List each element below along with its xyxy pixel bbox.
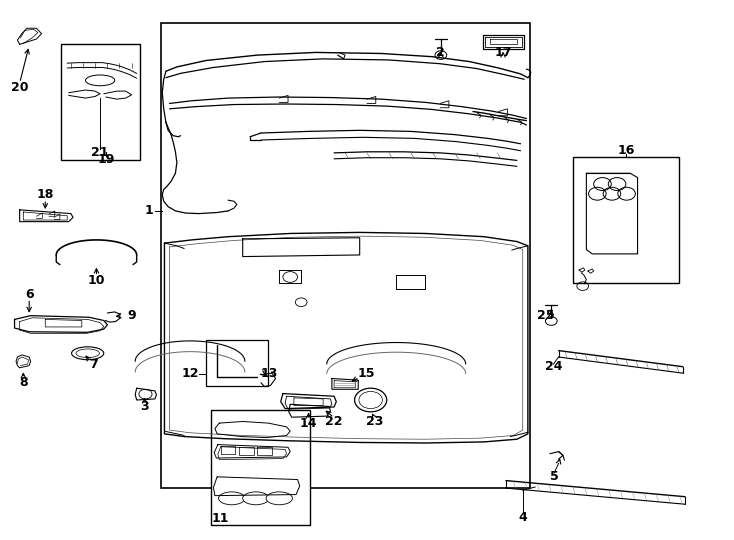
Ellipse shape bbox=[76, 349, 99, 357]
Text: 7: 7 bbox=[89, 357, 98, 370]
Text: 13: 13 bbox=[261, 367, 278, 380]
Text: 25: 25 bbox=[537, 309, 555, 322]
Text: 22: 22 bbox=[325, 415, 343, 428]
Bar bbox=[62, 44, 139, 160]
Text: 17: 17 bbox=[494, 46, 512, 59]
Text: 14: 14 bbox=[299, 416, 317, 430]
Ellipse shape bbox=[72, 347, 103, 360]
Text: 8: 8 bbox=[19, 376, 28, 389]
Text: 16: 16 bbox=[617, 144, 634, 157]
Text: 2: 2 bbox=[437, 46, 446, 59]
Bar bbox=[161, 23, 530, 488]
Text: 15: 15 bbox=[357, 367, 375, 380]
Text: 4: 4 bbox=[518, 511, 527, 524]
Ellipse shape bbox=[219, 492, 245, 505]
Text: 1: 1 bbox=[145, 205, 153, 218]
Bar bbox=[573, 157, 679, 284]
Bar bbox=[211, 410, 310, 525]
Text: 21: 21 bbox=[91, 146, 109, 159]
Text: 18: 18 bbox=[37, 188, 54, 201]
Ellipse shape bbox=[266, 492, 292, 505]
Text: 23: 23 bbox=[366, 415, 383, 428]
Text: 5: 5 bbox=[550, 470, 559, 483]
Text: 10: 10 bbox=[87, 274, 105, 287]
Text: 24: 24 bbox=[545, 360, 562, 373]
Text: 9: 9 bbox=[127, 309, 136, 322]
Ellipse shape bbox=[243, 492, 269, 505]
Text: 11: 11 bbox=[211, 512, 229, 525]
Text: 6: 6 bbox=[25, 288, 34, 301]
Text: 19: 19 bbox=[98, 153, 115, 166]
Text: 12: 12 bbox=[181, 367, 199, 380]
Ellipse shape bbox=[85, 75, 115, 86]
Bar bbox=[206, 340, 269, 386]
Text: 20: 20 bbox=[11, 81, 29, 94]
Text: 3: 3 bbox=[140, 401, 149, 414]
